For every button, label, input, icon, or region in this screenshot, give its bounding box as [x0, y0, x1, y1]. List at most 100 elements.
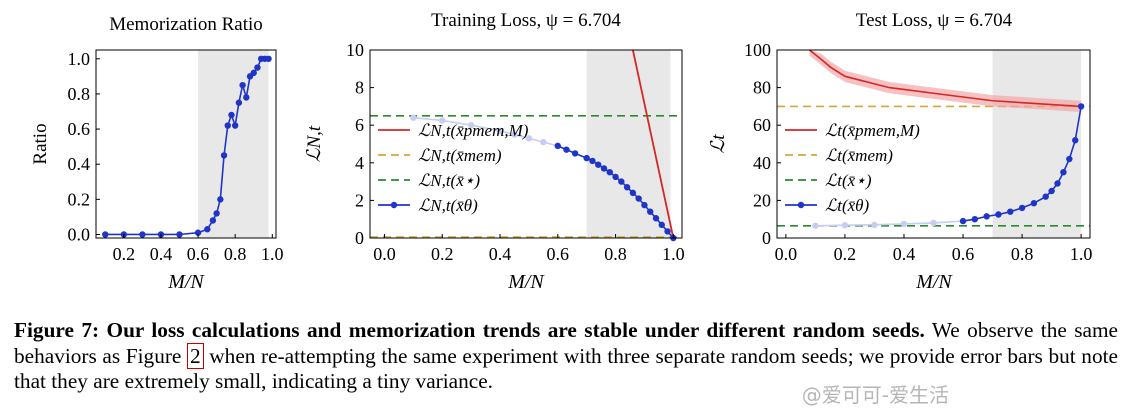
theta-point: [658, 221, 665, 229]
theta-point: [652, 215, 660, 222]
y-tick-label: 8: [355, 78, 364, 98]
x-tick-label: 0.2: [431, 244, 454, 264]
theta-point: [220, 152, 228, 159]
theta-point: [1060, 169, 1067, 176]
theta-point: [540, 138, 547, 146]
panel3-y-ticks: 0 20 40 60 80 100: [744, 40, 781, 248]
x-tick-label: 0.0: [373, 244, 396, 264]
theta-point: [228, 111, 235, 119]
panel1-plot-area: [102, 55, 272, 238]
pmem-series-line: [808, 49, 1082, 108]
theta-point: [1072, 137, 1079, 144]
legend-label: ℒN,t(x̄pmem,M): [418, 121, 529, 140]
panel3-shaded-region: [992, 50, 1082, 238]
theta-segment: [874, 223, 904, 226]
legend-label: ℒt(x̄θ): [825, 196, 870, 215]
panel2-title: Training Loss, ψ = 6.704: [431, 10, 621, 31]
theta-point: [209, 217, 217, 224]
theta-point: [204, 226, 211, 233]
x-tick-label: 0.0: [775, 244, 798, 264]
theta-segment: [470, 124, 501, 132]
theta-point: [250, 69, 257, 77]
theta-point: [511, 131, 518, 138]
x-tick-label: 1.0: [662, 244, 685, 264]
panel2-x-ticks: 0.0 0.2 0.4 0.6 0.8 1.0: [373, 234, 685, 264]
panel1-x-ticks: 0.2 0.4 0.6 0.8 1.0: [113, 234, 284, 264]
pmem-error-band: [809, 50, 1082, 113]
theta-segment: [223, 125, 229, 156]
panel-test-loss: Test Loss, ψ = 6.704 0.0 0.2 0.4 0.6 0.8 1.0 …: [708, 10, 1092, 293]
theta-point: [1018, 204, 1026, 212]
y-tick-label: 0: [355, 228, 364, 248]
theta-point: [563, 146, 570, 153]
caption-text-2: when re-attempting the same experiment w…: [14, 343, 1118, 394]
legend-label: ℒN,t(x̄θ): [418, 196, 478, 215]
y-tick-label: 20: [753, 190, 771, 210]
legend-label: ℒt(x̄mem): [825, 146, 893, 165]
theta-point: [629, 189, 637, 197]
theta-point: [102, 231, 109, 238]
panel3-title: Test Loss, ψ = 6.704: [856, 10, 1013, 31]
y-tick-label: 6: [355, 115, 364, 135]
panel3-frame: [776, 49, 1091, 239]
theta-point: [1030, 200, 1038, 207]
theta-segment: [1074, 106, 1082, 141]
y-tick-label: 0.8: [68, 84, 91, 104]
theta-point: [231, 122, 239, 129]
x-tick-label: 1.0: [261, 244, 284, 264]
theta-point: [1054, 180, 1061, 187]
figure-caption: Figure 7: Our loss calculations and memo…: [14, 318, 1118, 395]
y-tick-label: 0.4: [68, 154, 91, 174]
theta-point: [410, 114, 417, 121]
theta-point: [1048, 187, 1055, 195]
x-tick-label: 0.4: [489, 244, 512, 264]
figure-7-panels: Memorization Ratio 0.2 0.4 0.6 0.8 1.0 0.00.…: [30, 10, 1092, 293]
legend-marker: [797, 201, 805, 209]
y-tick-label: 40: [753, 153, 771, 173]
theta-point: [243, 94, 250, 101]
panel1-frame: [95, 49, 277, 239]
legend-label: ℒt(x̄⋆): [825, 171, 872, 190]
y-tick-label: 10: [346, 40, 364, 60]
theta-point: [583, 154, 590, 162]
y-tick-label: 0: [762, 228, 771, 248]
panel3-plot-area: [777, 49, 1090, 229]
theta-point: [176, 231, 183, 238]
theta-point: [213, 210, 220, 217]
y-tick-label: 60: [753, 115, 771, 135]
theta-point: [900, 220, 908, 228]
legend-label: ℒN,t(x̄⋆): [418, 171, 480, 190]
x-tick-label: 0.2: [834, 244, 857, 264]
theta-point: [618, 178, 625, 185]
figure-reference-link[interactable]: 2: [187, 342, 204, 369]
panel2-plot-area: [370, 49, 682, 242]
theta-segment: [903, 222, 934, 225]
y-tick-label: 4: [355, 153, 364, 173]
y-tick-label: 0.6: [68, 119, 91, 139]
y-tick-label: 100: [744, 40, 771, 60]
panel3-ylabel: ℒt: [708, 134, 729, 154]
theta-segment: [413, 116, 443, 122]
theta-segment: [442, 119, 472, 126]
theta-point: [571, 150, 579, 157]
panel2-y-ticks: 0 2 4 6 8 10: [346, 40, 374, 248]
panel1-ylabel: Ratio: [30, 123, 51, 164]
theta-point: [983, 213, 990, 220]
caption-text-1: We observe the same behaviors as Figure: [14, 318, 1118, 368]
theta-segment: [933, 220, 964, 224]
panel2-title-text: Training Loss, ψ = 6.704: [431, 10, 621, 31]
y-tick-label: 2: [355, 190, 364, 210]
watermark: @爱可可-爱生活: [801, 383, 949, 407]
y-tick-label: 0.0: [68, 224, 91, 244]
theta-point: [265, 55, 272, 62]
theta-point: [467, 122, 475, 129]
theta-point: [623, 184, 631, 191]
panel2-shaded-region: [586, 50, 671, 238]
theta-point: [635, 195, 642, 202]
x-tick-label: 0.4: [150, 244, 173, 264]
panel3-legend: ℒt(x̄pmem,M) ℒt(x̄mem) ℒt(x̄⋆) ℒt(x̄θ): [785, 121, 920, 215]
caption-label: Figure 7:: [14, 318, 100, 342]
panel-training-loss: Training Loss, ψ = 6.704 0.0 0.2 0.4 0.6 0.8…: [304, 10, 685, 293]
theta-point: [217, 196, 224, 203]
legend-label: ℒN,t(x̄mem): [418, 146, 502, 165]
